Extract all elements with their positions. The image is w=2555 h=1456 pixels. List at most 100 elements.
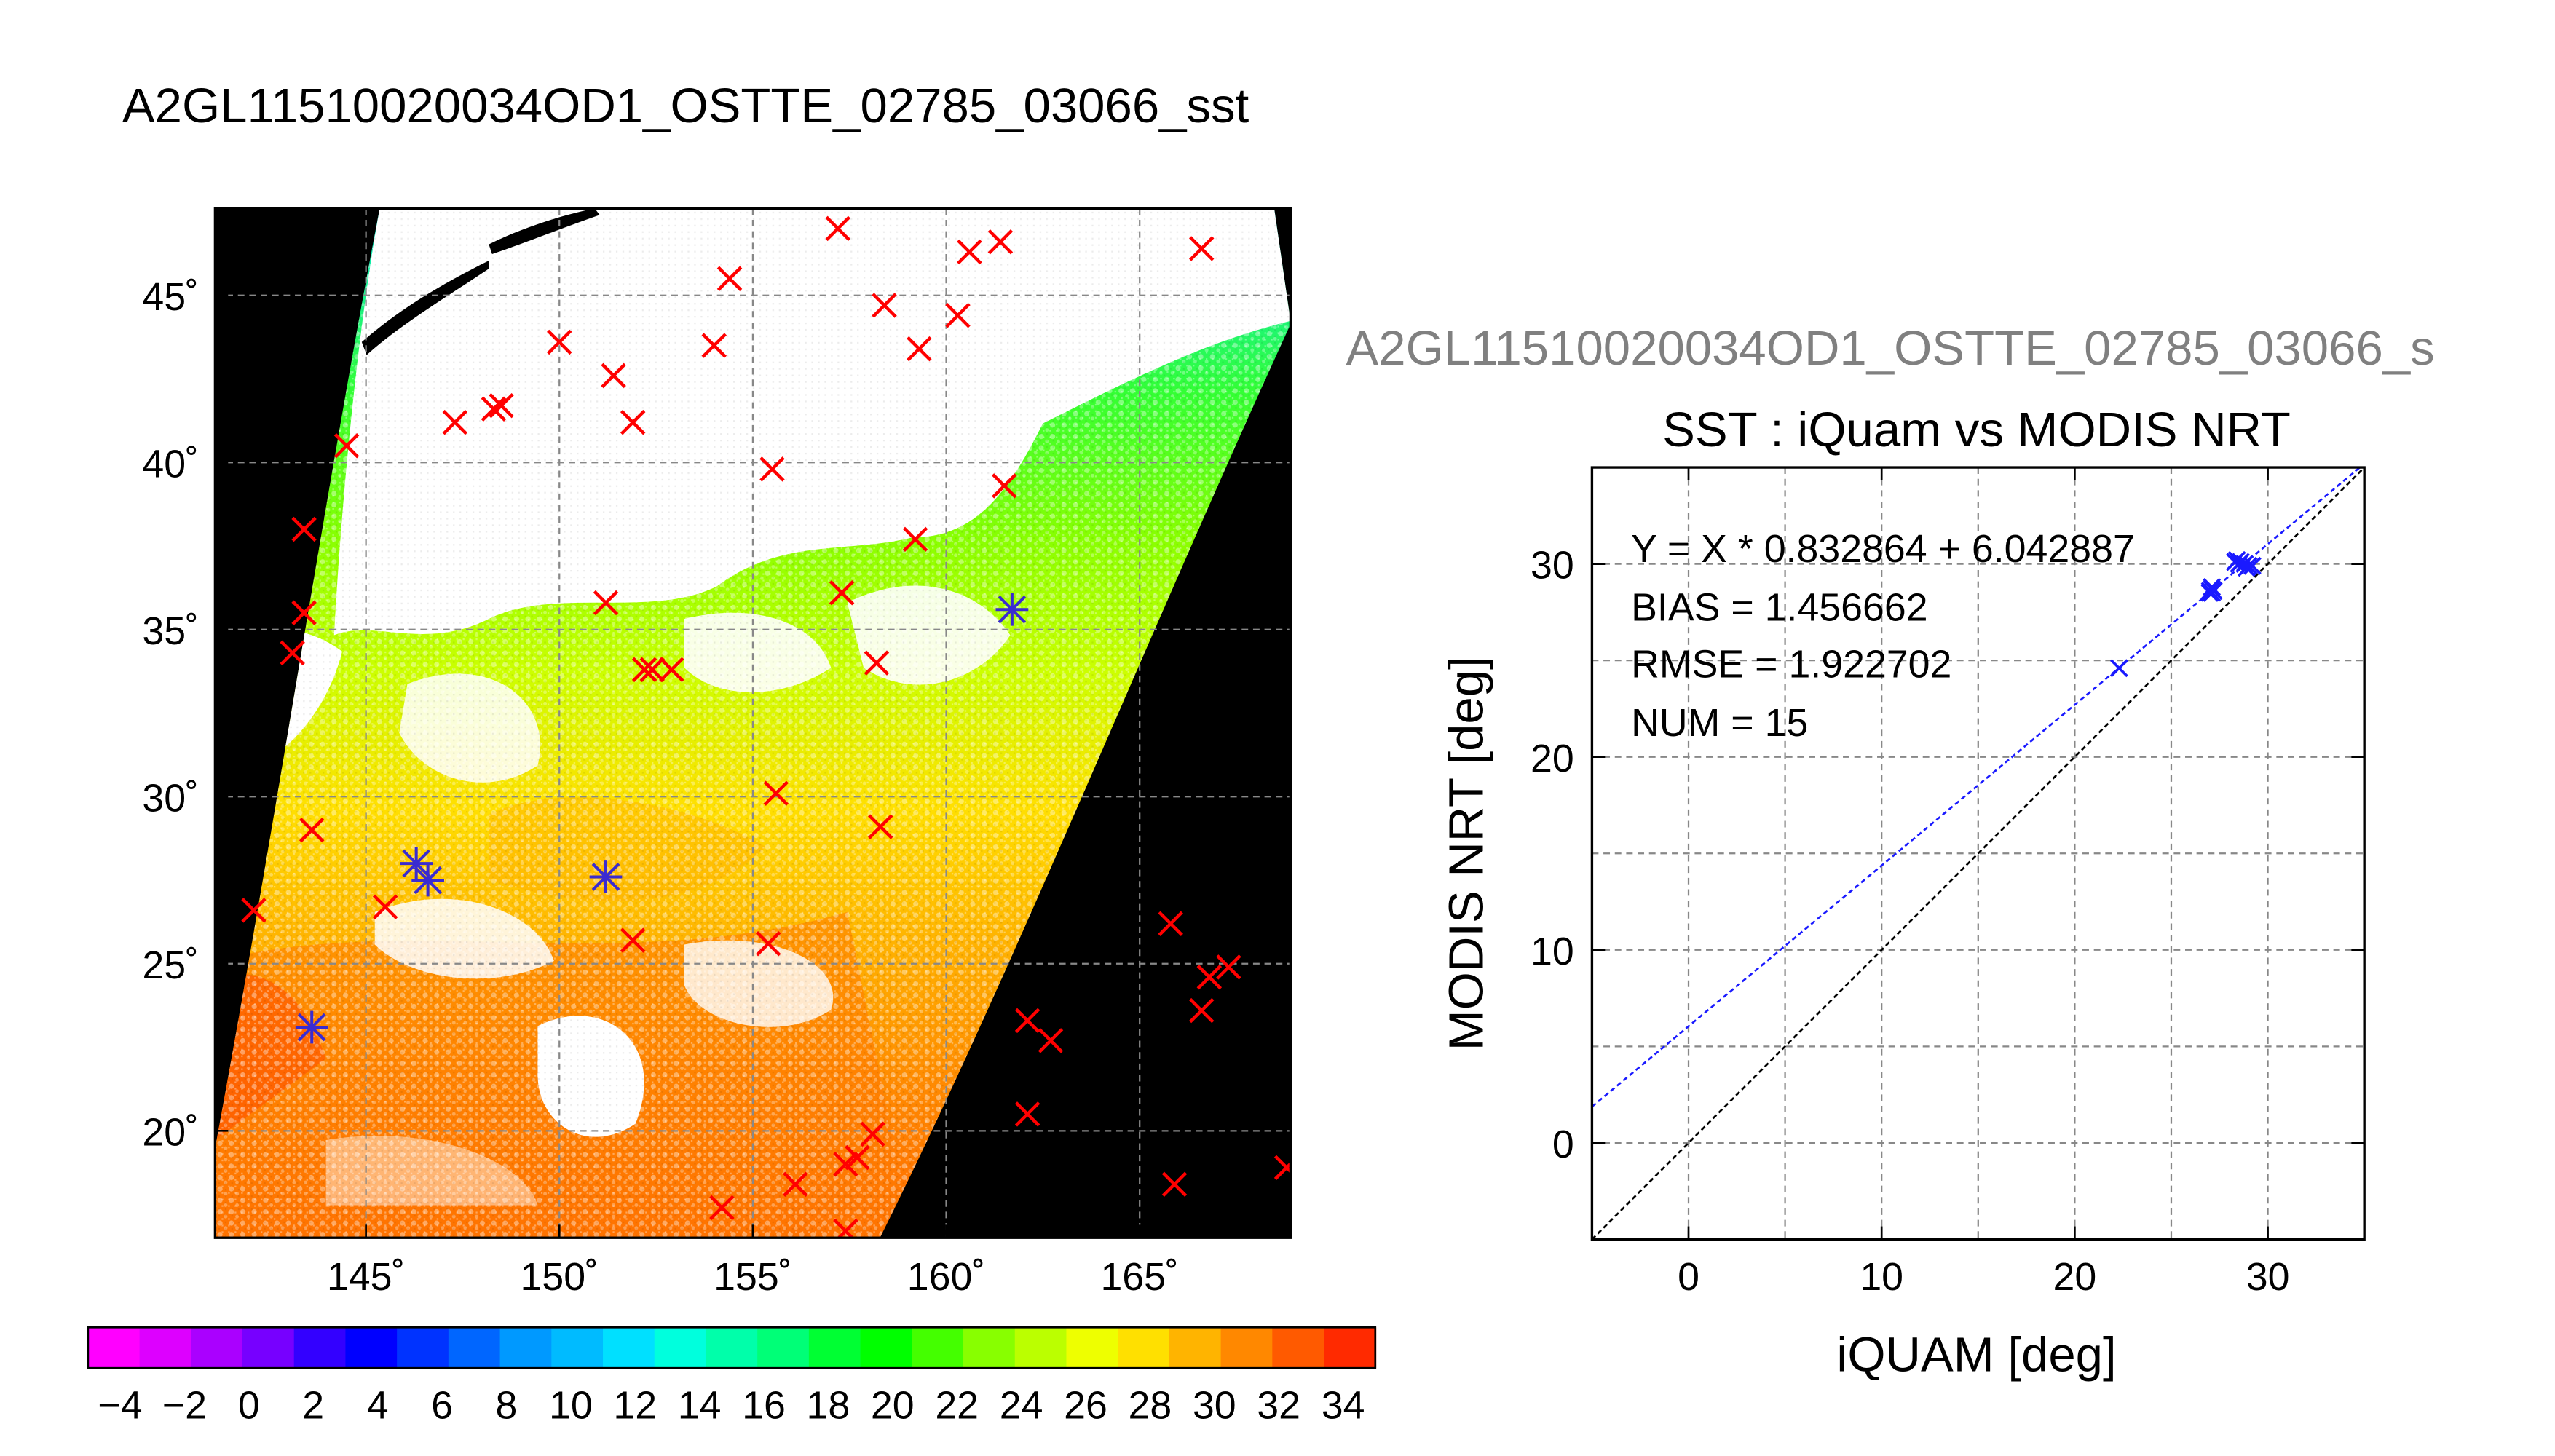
matchup-marker (659, 657, 684, 683)
x-tick-label: 30 (2246, 1255, 2290, 1299)
valid-matchup-marker (295, 1010, 328, 1044)
matchup-marker (825, 215, 851, 242)
lat-tick-label: 25˚ (142, 943, 199, 987)
map-matchup-markers (241, 215, 1291, 1238)
colorbar-tick-label: 26 (1064, 1384, 1107, 1428)
y-tick-label: 30 (1531, 544, 1574, 587)
matchup-marker (1161, 1171, 1188, 1198)
colorbar-cell (499, 1327, 553, 1369)
matchup-marker (631, 657, 657, 683)
scatter-point (2237, 558, 2256, 577)
colorbar-cell (860, 1327, 913, 1369)
scatter-frame (1590, 466, 2366, 1241)
colorbar-cell (808, 1327, 861, 1369)
colorbar-tick-label: 22 (935, 1384, 979, 1428)
lon-tick-label: 165˚ (1100, 1255, 1178, 1299)
matchup-marker (1014, 1101, 1040, 1127)
matchup-marker (907, 336, 932, 362)
colorbar-cell (242, 1327, 296, 1369)
colorbar-tick-label: 4 (367, 1384, 389, 1428)
colorbar-cell (654, 1327, 707, 1369)
matchup-marker (481, 396, 507, 422)
x-tick-label: 10 (1860, 1255, 1903, 1299)
matchup-marker (829, 580, 855, 606)
matchup-marker (1158, 911, 1183, 936)
x-tick-label: 0 (1678, 1255, 1699, 1299)
y-tick-label: 20 (1531, 737, 1574, 780)
rmse-value: RMSE = 1.922702 (1631, 643, 1951, 687)
num-value: NUM = 15 (1631, 701, 1808, 745)
colorbar-tick-label: 32 (1257, 1384, 1300, 1428)
matchup-marker (833, 1151, 858, 1177)
lat-tick-label: 35˚ (142, 609, 199, 653)
colorbar-tick-label: 28 (1129, 1384, 1172, 1428)
colorbar-cell (1014, 1327, 1067, 1369)
colorbar-cell (757, 1327, 810, 1369)
matchup-marker (639, 657, 666, 683)
matchup-marker (1273, 1155, 1291, 1181)
colorbar-frame (87, 1326, 1377, 1369)
matchup-marker (620, 927, 646, 953)
matchup-marker (333, 433, 360, 459)
scatter-point (2203, 583, 2222, 602)
map-gridlines (215, 208, 1291, 1238)
matchup-marker (1038, 1028, 1064, 1053)
page-title: A2GL11510020034OD1_OSTTE_02785_03066_sst (122, 79, 1249, 133)
colorbar-tick-label: 0 (238, 1384, 260, 1428)
matchup-marker (601, 363, 626, 389)
matchup-marker (372, 894, 398, 920)
matchup-marker (280, 640, 305, 666)
colorbar-cell (87, 1327, 141, 1369)
matchup-marker (902, 526, 928, 553)
sst-map (215, 208, 1291, 1238)
matchup-marker (783, 1171, 808, 1198)
matchup-marker (833, 1218, 858, 1238)
lat-tick-label: 40˚ (142, 442, 199, 486)
matchup-marker (241, 898, 266, 923)
colorbar: −4 −2 0 2 4 6 8 10 12 14 16 18 20 22 24 26 28 30 32 34 (87, 1326, 1377, 1428)
lon-tick-label: 155˚ (714, 1255, 791, 1299)
y-tick-label: 0 (1552, 1123, 1574, 1166)
scatter-axis-ticks: 0 10 20 30 0 10 20 30 (1531, 467, 2365, 1299)
matchup-marker (763, 780, 789, 806)
colorbar-tick-label: 6 (431, 1384, 453, 1428)
colorbar-cell (963, 1327, 1016, 1369)
scatter-header: A2GL11510020034OD1_OSTTE_02785_03066_s (1346, 321, 2434, 376)
matchup-marker (872, 293, 897, 318)
colorbar-cell (1066, 1327, 1119, 1369)
matchup-marker (1188, 236, 1215, 261)
matchup-marker (1216, 954, 1241, 980)
colorbar-tick-label: 8 (495, 1384, 517, 1428)
matchup-marker (867, 814, 893, 839)
colorbar-cells (87, 1327, 1377, 1369)
valid-matchup-marker (411, 863, 444, 897)
scatter-point (2203, 577, 2222, 596)
scatter-points (2109, 550, 2262, 678)
colorbar-cell (293, 1327, 347, 1369)
lon-tick-label: 150˚ (521, 1255, 599, 1299)
matchup-marker (701, 333, 727, 358)
scatter-reference-lines (1592, 467, 2365, 1240)
colorbar-cell (1118, 1327, 1171, 1369)
scatter-gridlines (1592, 467, 2365, 1240)
colorbar-cell (912, 1327, 965, 1369)
colorbar-tick-label: 24 (1000, 1384, 1043, 1428)
matchup-marker (991, 473, 1017, 499)
matchup-marker (620, 409, 646, 435)
matchup-marker (593, 590, 619, 616)
valid-matchup-marker (400, 847, 433, 880)
matchup-marker (945, 303, 971, 328)
map-tick-labels: 45˚ 40˚ 35˚ 30˚ 25˚ 20˚ 145˚ 150˚ 155˚ 160˚ 165˚ (142, 275, 1179, 1299)
matchup-marker (547, 329, 572, 355)
colorbar-cell (603, 1327, 656, 1369)
colorbar-cell (706, 1327, 759, 1369)
colorbar-tick-label: 2 (302, 1384, 324, 1428)
scatter-plot: 0 10 20 30 0 10 20 30 Y = X * 0.832864 + 6.0428… (1439, 466, 2366, 1382)
matchup-marker (845, 1144, 870, 1171)
matchup-marker (291, 600, 317, 626)
colorbar-cell (1324, 1327, 1377, 1369)
y-tick-label: 10 (1531, 930, 1574, 973)
matchup-marker (864, 650, 890, 676)
matchup-marker (759, 456, 785, 482)
colorbar-tick-label: 14 (678, 1384, 722, 1428)
